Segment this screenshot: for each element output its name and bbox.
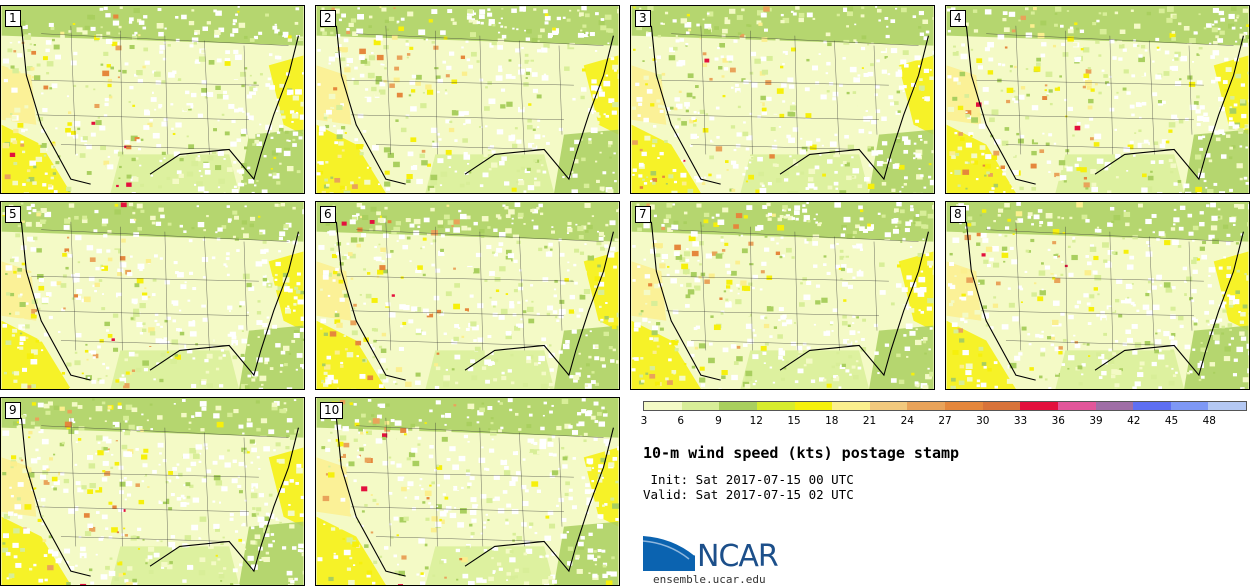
ncar-logo-text: NCAR (697, 539, 779, 574)
colorbar-swatch (719, 402, 757, 410)
wind-speed-map (316, 202, 619, 389)
colorbar-swatch (1057, 402, 1096, 410)
valid-time: Valid: Sat 2017-07-15 02 UTC (643, 487, 854, 502)
wind-speed-map (1, 202, 304, 389)
panel-number: 6 (320, 206, 336, 223)
colorbar (643, 401, 1247, 411)
wind-speed-map (316, 6, 619, 193)
colorbar-tick-label: 39 (1089, 415, 1103, 427)
panel-number: 1 (5, 10, 21, 27)
colorbar-tick-label: 45 (1164, 415, 1179, 427)
colorbar-swatch (1095, 402, 1134, 410)
ncar-logo-icon (643, 534, 696, 571)
colorbar-tick-labels: 3 6 9 12 15 18 21 24 27 30 33 36 39 42 45 48 (640, 415, 1247, 429)
source-url: ensemble.ucar.edu (653, 573, 766, 586)
colorbar-tick-label: 42 (1127, 415, 1141, 427)
panel-number: 2 (320, 10, 336, 27)
colorbar-swatch (832, 402, 870, 410)
stamp-panel-10: 10 (315, 397, 620, 586)
colorbar-swatch (644, 402, 682, 410)
colorbar-tick-label: 24 (900, 415, 914, 427)
stamp-panel-4: 4 (945, 5, 1250, 194)
wind-speed-map (316, 398, 619, 585)
colorbar-swatch (1133, 402, 1171, 410)
stamp-panel-8: 8 (945, 201, 1250, 390)
colorbar-tick-label: 36 (1051, 415, 1065, 427)
colorbar-tick-label: 27 (938, 415, 952, 427)
plot-title: 10-m wind speed (kts) postage stamp (643, 444, 960, 462)
stamp-panel-2: 2 (315, 5, 620, 194)
stamp-panel-9: 9 (0, 397, 305, 586)
init-time: Init: Sat 2017-07-15 00 UTC (643, 472, 854, 487)
panel-number: 5 (5, 206, 21, 223)
colorbar-swatch (681, 402, 720, 410)
colorbar-swatch (1020, 402, 1058, 410)
stamp-panel-6: 6 (315, 201, 620, 390)
panel-number: 8 (950, 206, 966, 223)
colorbar-swatch (1170, 402, 1209, 410)
colorbar-swatch (756, 402, 795, 410)
wind-speed-map (631, 202, 934, 389)
colorbar-tick-label: 6 (677, 415, 685, 427)
panel-number: 10 (320, 402, 344, 419)
colorbar-swatch (1208, 402, 1246, 410)
stamp-panel-5: 5 (0, 201, 305, 390)
wind-speed-map (1, 398, 304, 585)
panel-number: 3 (635, 10, 651, 27)
colorbar-tick-label: 3 (640, 415, 648, 427)
stamp-panel-1: 1 (0, 5, 305, 194)
colorbar-swatch (869, 402, 908, 410)
colorbar-tick-label: 15 (787, 415, 801, 427)
colorbar-swatch (945, 402, 983, 410)
panel-number: 4 (950, 10, 966, 27)
colorbar-swatch (907, 402, 945, 410)
colorbar-tick-label: 18 (825, 415, 839, 427)
colorbar-tick-label: 33 (1013, 415, 1028, 427)
wind-speed-map (946, 202, 1249, 389)
wind-speed-map (1, 6, 304, 193)
colorbar-tick-label: 30 (976, 415, 990, 427)
stamp-panel-3: 3 (630, 5, 935, 194)
colorbar-tick-label: 12 (749, 415, 763, 427)
colorbar-tick-label: 48 (1202, 415, 1216, 427)
colorbar-tick-label: 9 (715, 415, 722, 427)
panel-number: 9 (5, 402, 21, 419)
colorbar-swatch (982, 402, 1021, 410)
stamp-panel-7: 7 (630, 201, 935, 390)
wind-speed-map (631, 6, 934, 193)
panel-number: 7 (635, 206, 651, 223)
wind-speed-map (946, 6, 1249, 193)
colorbar-swatch (794, 402, 833, 410)
colorbar-tick-label: 21 (862, 415, 877, 427)
